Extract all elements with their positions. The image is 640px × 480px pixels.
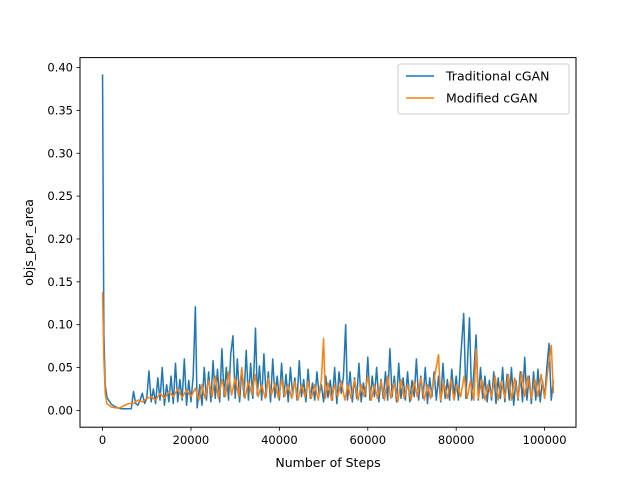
y-tick-label: 0.10	[47, 318, 73, 332]
x-tick-label: 100000	[523, 433, 567, 447]
x-tick-label: 20000	[173, 433, 210, 447]
y-tick-label: 0.30	[47, 146, 73, 160]
legend-label-modified-cgan: Modified cGAN	[446, 91, 538, 106]
series-line-modified-cgan	[101, 292, 555, 409]
legend: Traditional cGAN Modified cGAN	[397, 63, 570, 115]
y-tick-label: 0.35	[47, 103, 73, 117]
y-tick-label: 0.25	[47, 189, 73, 203]
legend-label-traditional-cgan: Traditional cGAN	[445, 69, 550, 84]
x-tick-label: 60000	[349, 433, 386, 447]
x-tick-label: 0	[99, 433, 106, 447]
axes-frame	[79, 57, 577, 428]
plot-area	[101, 74, 555, 410]
y-tick-label: 0.40	[47, 61, 73, 75]
x-axis: 0 20000 40000 60000 80000 100000	[99, 427, 567, 447]
x-axis-label: Number of Steps	[275, 455, 380, 470]
y-tick-label: 0.20	[47, 232, 73, 246]
legend-box	[397, 63, 570, 115]
y-axis: 0.00 0.05 0.10 0.15 0.20 0.25 0.30 0.35 0.40	[47, 61, 80, 417]
y-tick-label: 0.05	[47, 361, 73, 375]
x-tick-label: 80000	[438, 433, 475, 447]
y-tick-label: 0.00	[47, 403, 73, 417]
y-tick-label: 0.15	[47, 275, 73, 289]
y-axis-label: objs_per_area	[21, 199, 36, 286]
x-tick-label: 40000	[261, 433, 298, 447]
series-line-traditional-cgan	[101, 74, 555, 410]
